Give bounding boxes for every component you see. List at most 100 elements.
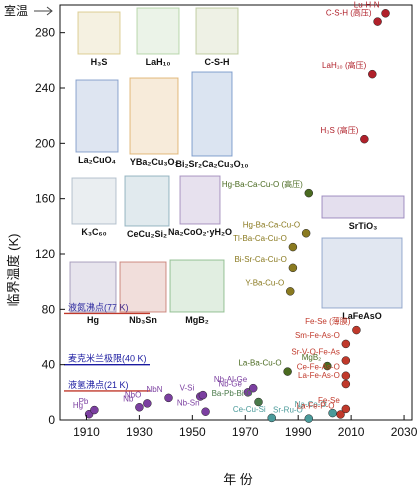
- x-tick-label: 1910: [73, 425, 100, 439]
- x-tick-label: 2030: [391, 425, 418, 439]
- data-point-label: Ce-Cu-Si: [233, 405, 266, 414]
- structure-thumbnail: K₃C₆₀: [71, 177, 117, 237]
- data-point: [352, 325, 361, 335]
- y-tick-label: 240: [35, 81, 55, 95]
- x-tick-label: 1930: [126, 425, 153, 439]
- y-tick-label: 40: [42, 358, 56, 372]
- data-point-label: C-S-H (高压): [326, 8, 372, 18]
- data-point-label: Sm-Fe-As-O: [295, 331, 340, 340]
- structure-thumbnail: Nb₃Sn: [119, 261, 167, 325]
- structure-thumbnail: YBa₂Cu₃O₇: [129, 77, 179, 167]
- structure-label: La₂CuO₄: [78, 155, 116, 165]
- data-point-label: Sr-Ru-O: [273, 406, 303, 415]
- x-tick-label: 1970: [232, 425, 259, 439]
- data-point: [267, 413, 276, 423]
- structure-thumbnail: H₃S: [77, 11, 121, 67]
- data-point: [90, 405, 99, 415]
- data-point-label: Hg-Ba-Ca-Cu-O: [243, 220, 300, 229]
- data-point-label: Fe-Se: [318, 396, 340, 405]
- data-point: [254, 397, 263, 407]
- data-point-label: La-Ba-Cu-O: [238, 359, 281, 368]
- data-point-label: V-Si: [180, 383, 195, 392]
- data-point: [198, 390, 208, 400]
- data-point: [135, 403, 144, 412]
- x-tick-label: 2010: [338, 425, 365, 439]
- axis-ticks: 0 40 80 120 160 200 240 280 1910 1930 1950 1970 1990…: [35, 26, 418, 439]
- structure-label: Na₂CoO₂·yH₂O: [168, 227, 232, 237]
- data-point-label: Nb: [123, 394, 134, 403]
- data-point: [341, 356, 351, 365]
- y-axis-label: 临界温度 (K): [6, 234, 21, 307]
- plot-frame: [59, 4, 413, 421]
- data-point-label: Nb-Sn: [177, 399, 200, 408]
- data-point-label: Fe-Se (薄膜): [305, 316, 351, 326]
- data-point: [341, 379, 351, 389]
- structure-thumbnail: Na₂CoO₂·yH₂O: [168, 175, 232, 237]
- data-point-label: Ce-Fe-As-O: [297, 363, 340, 372]
- structure-thumbnail: Hg: [69, 261, 117, 325]
- data-point-label: MgB₂: [302, 353, 322, 362]
- data-point-label: Pb: [79, 397, 89, 406]
- structure-thumbnail: MgB₂: [169, 259, 225, 325]
- data-point: [248, 383, 258, 393]
- structure-thumbnail: CeCu₂Si₂: [124, 175, 170, 239]
- structure-label: MgB₂: [185, 315, 209, 325]
- ref-line-label: 液氢沸点(21 K): [68, 379, 129, 390]
- room-temp-arrow: [34, 6, 53, 16]
- data-point-label: Hg: [73, 401, 83, 410]
- structure-label: Nb₃Sn: [129, 315, 157, 325]
- data-point: [341, 339, 351, 349]
- data-point-label: Lu-H-N: [354, 0, 380, 9]
- structure-label: LaFeAsO: [342, 311, 382, 321]
- y-tick-label: 280: [35, 26, 55, 40]
- data-point-label: Bi-Sr-Ca-Cu-O: [234, 255, 286, 264]
- data-point: [341, 371, 351, 380]
- data-point-label: Y-Ba-Cu-O: [245, 278, 284, 287]
- x-tick-label: 1990: [285, 425, 312, 439]
- data-point-label: NbN: [146, 385, 162, 394]
- y-tick-label: 120: [35, 247, 55, 261]
- structure-thumbnail: SrTiO₃: [321, 195, 405, 231]
- data-point: [288, 242, 298, 252]
- data-point-label: La-Fe-P-O: [297, 401, 335, 410]
- data-point-label: Hg-Ba-Ca-Cu-O (高压): [222, 179, 303, 189]
- crystal-structures: H₃S LaH₁₀ C-S-H La₂CuO₄ YBa₂Cu₃O₇Bi₂Sr₂Ca₂Cu…: [69, 7, 405, 325]
- data-point-label: LaH₁₀ (高压): [322, 60, 367, 70]
- structure-label: SrTiO₃: [349, 221, 378, 231]
- data-point: [304, 414, 314, 423]
- data-point-label: Nb-Al-Ge: [214, 375, 248, 384]
- data-point-label: Nb-Ge: [218, 379, 242, 388]
- data-point: [341, 404, 351, 414]
- x-tick-label: 1950: [179, 425, 206, 439]
- data-point: [286, 287, 295, 296]
- structure-label: Bi₂Sr₂Ca₂Cu₃O₁₀: [176, 159, 249, 169]
- structure-label: K₃C₆₀: [81, 227, 106, 237]
- data-point-label: La-Fe-As-O: [298, 371, 340, 380]
- data-point: [360, 134, 369, 144]
- data-point: [288, 263, 298, 273]
- data-point: [381, 9, 390, 18]
- ref-line-label: 麦克米兰极限(40 K): [68, 353, 147, 364]
- data-point-label: Tl-Ba-Ca-Cu-O: [233, 234, 287, 243]
- x-axis-label: 年 份: [223, 472, 253, 487]
- data-point-label: Ba-Pb-Bi-O: [212, 389, 253, 398]
- structure-thumbnail: LaFeAsO: [321, 237, 403, 321]
- room-temp-label: 室温: [4, 3, 28, 18]
- y-tick-label: 0: [48, 413, 55, 427]
- data-point-label: NbO: [125, 390, 141, 399]
- structure-label: Hg: [87, 315, 99, 325]
- structure-label: H₃S: [91, 57, 108, 67]
- data-point: [143, 399, 152, 408]
- structure-thumbnail: C-S-H: [195, 7, 239, 67]
- data-point: [336, 410, 345, 419]
- data-point: [368, 69, 377, 79]
- structure-label: CeCu₂Si₂: [127, 229, 167, 239]
- structure-label: C-S-H: [205, 57, 230, 67]
- data-point: [164, 393, 173, 403]
- structure-label: YBa₂Cu₃O₇: [130, 157, 179, 167]
- y-tick-label: 80: [42, 302, 56, 316]
- data-point-label: Sr-V-O-Fe-As: [291, 348, 339, 357]
- data-point: [283, 367, 292, 376]
